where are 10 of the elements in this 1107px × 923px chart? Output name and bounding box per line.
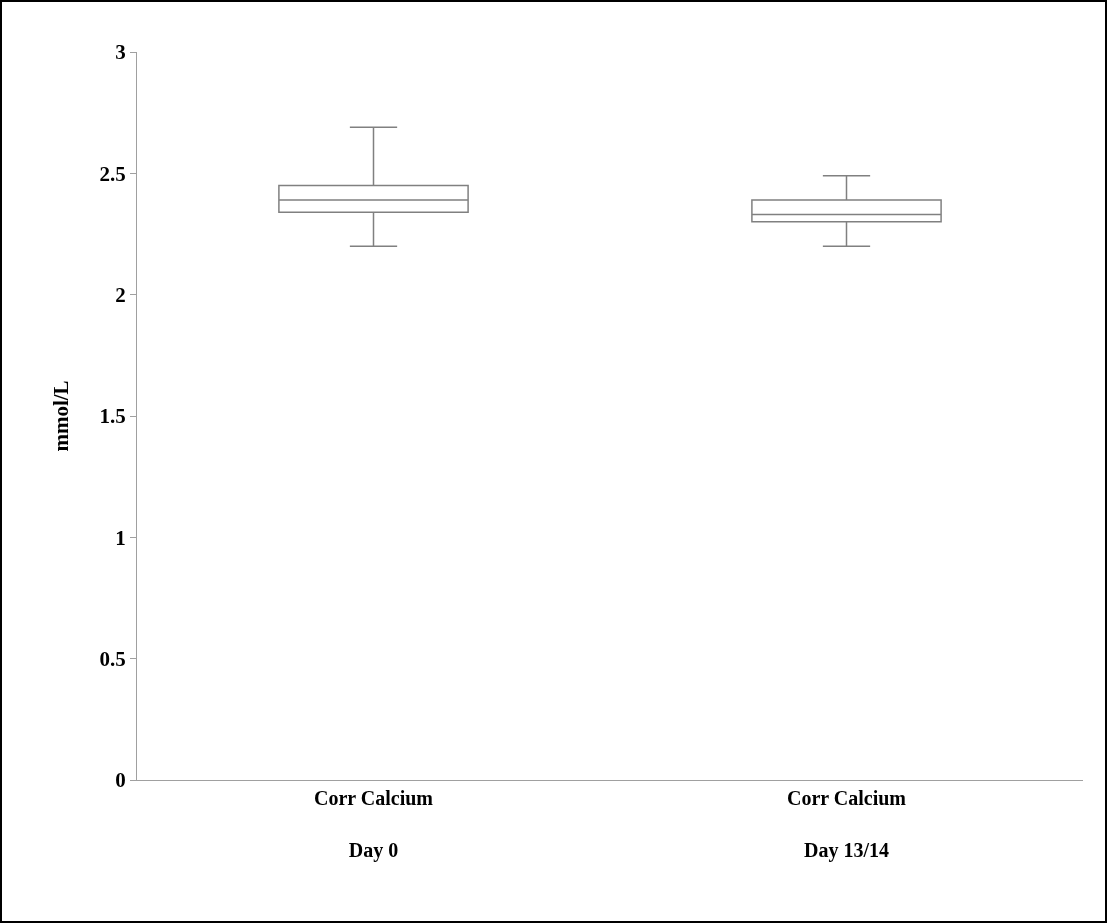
y-tick-label: 0.5 [99, 647, 126, 672]
y-axis-title: mmol/L [48, 380, 73, 452]
y-tick-label: 0 [115, 768, 126, 793]
y-tick-label: 2.5 [99, 161, 126, 186]
y-tick-label: 2 [115, 283, 126, 308]
y-tick-label: 1 [115, 525, 126, 550]
category-label: Corr Calcium Day 0 [313, 787, 434, 861]
y-tick-label: 3 [115, 40, 126, 65]
category-label: Corr Calcium Day 13/14 [786, 787, 907, 861]
y-tick-label: 1.5 [99, 404, 126, 429]
